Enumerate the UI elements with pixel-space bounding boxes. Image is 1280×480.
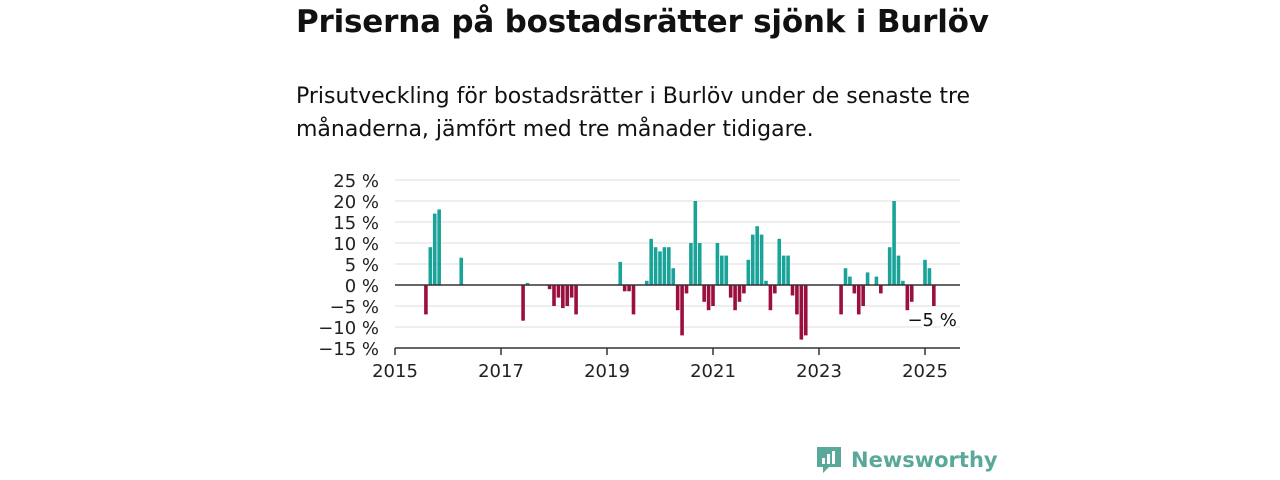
bar bbox=[552, 285, 556, 306]
grid-lines bbox=[395, 179, 960, 349]
y-tick-label: 5 % bbox=[345, 255, 379, 276]
bar bbox=[706, 285, 711, 311]
bar bbox=[750, 234, 755, 285]
bar bbox=[879, 285, 883, 294]
bar bbox=[671, 268, 676, 285]
bar bbox=[773, 285, 777, 294]
bar bbox=[896, 255, 901, 285]
bar bbox=[848, 276, 852, 285]
bar bbox=[909, 285, 914, 302]
bar bbox=[622, 285, 627, 292]
bar bbox=[658, 251, 662, 285]
bar bbox=[649, 238, 653, 285]
bar bbox=[728, 285, 733, 298]
y-tick-label: −5 % bbox=[330, 297, 379, 318]
y-tick-label: −10 % bbox=[318, 318, 379, 339]
bar bbox=[927, 268, 932, 285]
x-tick-label: 2021 bbox=[690, 361, 736, 382]
bars bbox=[424, 201, 936, 340]
bar bbox=[662, 247, 667, 285]
bar bbox=[923, 259, 927, 285]
bar bbox=[644, 280, 649, 285]
bar bbox=[702, 285, 706, 302]
bar bbox=[759, 234, 764, 285]
bar bbox=[525, 282, 530, 285]
bar bbox=[653, 247, 658, 285]
bar bbox=[746, 259, 751, 285]
bar bbox=[675, 285, 680, 311]
y-tick-label: 0 % bbox=[345, 276, 379, 297]
y-tick-label: 15 % bbox=[333, 213, 379, 234]
bar bbox=[865, 272, 870, 285]
newsworthy-logo-icon bbox=[817, 447, 841, 473]
axes bbox=[394, 284, 960, 355]
labels: 25 %20 %15 %10 %5 %0 %−10 %−5 %−15 %2015… bbox=[318, 171, 959, 382]
bar bbox=[874, 276, 879, 285]
bar bbox=[856, 285, 861, 315]
bar bbox=[631, 285, 636, 315]
bar bbox=[803, 285, 808, 336]
bar bbox=[861, 285, 865, 306]
y-tick-label: 10 % bbox=[333, 234, 379, 255]
bar bbox=[556, 285, 561, 298]
bar bbox=[689, 243, 693, 285]
bar bbox=[561, 285, 565, 309]
bar bbox=[790, 285, 795, 296]
bar bbox=[715, 243, 720, 285]
bar bbox=[887, 247, 892, 285]
bar bbox=[733, 285, 737, 311]
bar bbox=[720, 255, 724, 285]
newsworthy-logo: Newsworthy bbox=[815, 445, 998, 475]
x-tick-label: 2019 bbox=[584, 361, 630, 382]
bar-chart: 25 %20 %15 %10 %5 %0 %−10 %−5 %−15 %2015… bbox=[318, 171, 960, 382]
bar bbox=[574, 285, 578, 315]
bar bbox=[892, 201, 896, 285]
bar bbox=[737, 285, 742, 302]
y-tick-label: −15 % bbox=[318, 339, 379, 360]
bar bbox=[569, 285, 574, 298]
x-tick-label: 2025 bbox=[902, 361, 948, 382]
bar bbox=[932, 285, 936, 306]
chart-subtitle: Prisutveckling för bostadsrätter i Burlö… bbox=[296, 84, 971, 142]
bar bbox=[781, 255, 786, 285]
bar bbox=[667, 247, 671, 285]
bar bbox=[565, 285, 570, 306]
bar bbox=[459, 257, 464, 285]
bar bbox=[777, 238, 782, 285]
bar bbox=[843, 268, 848, 285]
x-tick-label: 2023 bbox=[796, 361, 842, 382]
bar bbox=[768, 285, 773, 311]
bar bbox=[799, 285, 804, 340]
bar bbox=[852, 285, 857, 294]
bar bbox=[437, 209, 441, 285]
x-tick-label: 2017 bbox=[478, 361, 524, 382]
bar bbox=[786, 255, 790, 285]
chart-title: Priserna på bostadsrätter sjönk i Burlöv bbox=[296, 4, 989, 40]
bar bbox=[839, 285, 843, 315]
bar bbox=[764, 280, 768, 285]
bar bbox=[428, 247, 433, 285]
x-tick-label: 2015 bbox=[372, 361, 418, 382]
bar bbox=[680, 285, 684, 336]
bar bbox=[697, 243, 702, 285]
bar bbox=[627, 285, 631, 292]
last-value-label: −5 % bbox=[907, 310, 956, 331]
bar bbox=[547, 285, 552, 290]
bar bbox=[684, 285, 689, 294]
bar bbox=[755, 226, 759, 285]
bar bbox=[521, 285, 525, 321]
brand-name: Newsworthy bbox=[851, 448, 998, 472]
bar bbox=[901, 280, 905, 285]
y-tick-label: 20 % bbox=[333, 192, 379, 213]
bar bbox=[693, 201, 698, 285]
bar bbox=[432, 213, 437, 285]
bar bbox=[424, 285, 428, 315]
bar bbox=[742, 285, 746, 294]
y-tick-label: 25 % bbox=[333, 171, 379, 192]
bar bbox=[905, 285, 910, 311]
bar bbox=[724, 255, 729, 285]
bar bbox=[618, 261, 623, 285]
bar bbox=[711, 285, 715, 306]
bar bbox=[795, 285, 799, 315]
